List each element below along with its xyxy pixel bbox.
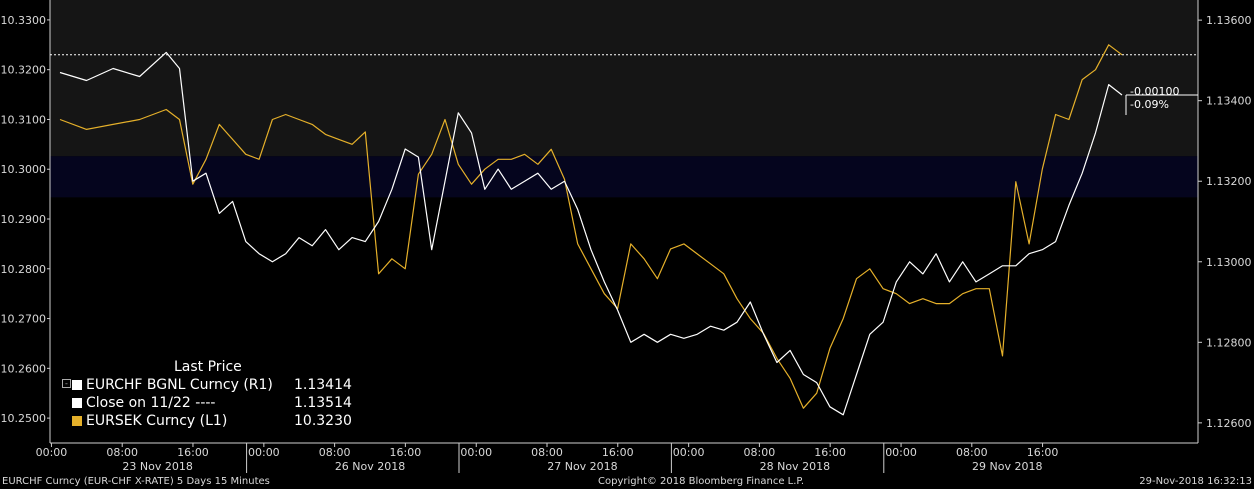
legend-suffix: (L1) bbox=[199, 413, 228, 429]
right-tick-label: 1.12600 bbox=[1206, 417, 1252, 430]
legend-swatch-close bbox=[72, 398, 82, 408]
left-tick-label: 10.3100 bbox=[1, 113, 47, 126]
x-hour-label: 16:00 bbox=[602, 446, 634, 459]
legend-value: 1.13414 bbox=[294, 377, 352, 393]
eurchf-series-line bbox=[59, 51, 1123, 416]
shaded-band bbox=[50, 156, 1198, 198]
x-hour-label: 08:00 bbox=[319, 446, 351, 459]
x-hour-label: 00:00 bbox=[36, 446, 68, 459]
x-day-label: 27 Nov 2018 bbox=[547, 460, 617, 473]
left-tick-label: 10.2500 bbox=[1, 412, 47, 425]
change-pct: -0.09% bbox=[1130, 98, 1169, 111]
legend-value: 1.13514 bbox=[294, 395, 352, 411]
footer-copyright: Copyright© 2018 Bloomberg Finance L.P. bbox=[598, 476, 805, 487]
left-tick-label: 10.2800 bbox=[1, 263, 47, 276]
legend-swatch-eursek bbox=[72, 416, 82, 426]
x-hour-label: 08:00 bbox=[956, 446, 988, 459]
right-tick-label: 1.13000 bbox=[1206, 256, 1252, 269]
x-axis-ticks: 00:00 08:00 16:00 00:00 08:00 16:00 00:00 08:00… bbox=[36, 443, 1059, 473]
x-hour-label: 08:00 bbox=[744, 446, 776, 459]
legend-header: Last Price bbox=[174, 359, 242, 375]
footer-security: EURCHF Curncy (EUR-CHF X-RATE) 5 Days 15… bbox=[2, 476, 270, 487]
x-day-label: 23 Nov 2018 bbox=[122, 460, 192, 473]
left-tick-label: 10.2900 bbox=[1, 213, 47, 226]
series-layer bbox=[50, 44, 1198, 416]
footer-timestamp: 29-Nov-2018 16:32:13 bbox=[1139, 476, 1252, 487]
x-hour-label: 00:00 bbox=[673, 446, 705, 459]
legend-value: 10.3230 bbox=[294, 413, 352, 429]
legend-name: EURSEK Curncy bbox=[86, 413, 196, 429]
left-tick-label: 10.3200 bbox=[1, 64, 47, 77]
change-abs: -0.00100 bbox=[1130, 85, 1180, 98]
footer: EURCHF Curncy (EUR-CHF X-RATE) 5 Days 15… bbox=[0, 475, 1254, 489]
x-hour-label: 00:00 bbox=[460, 446, 492, 459]
x-hour-label: 08:00 bbox=[106, 446, 138, 459]
left-tick-label: 10.2600 bbox=[1, 362, 47, 375]
eursek-series-line bbox=[59, 44, 1123, 409]
x-hour-label: 16:00 bbox=[177, 446, 209, 459]
x-hour-label: 16:00 bbox=[390, 446, 422, 459]
x-day-label: 29 Nov 2018 bbox=[972, 460, 1042, 473]
left-tick-label: 10.2700 bbox=[1, 313, 47, 326]
right-tick-label: 1.13600 bbox=[1206, 14, 1252, 27]
legend-swatch-eurchf bbox=[72, 380, 82, 390]
upper-region-fill bbox=[50, 0, 1198, 157]
left-tick-label: 10.3000 bbox=[1, 163, 47, 176]
x-hour-label: 00:00 bbox=[885, 446, 917, 459]
x-hour-label: 16:00 bbox=[814, 446, 846, 459]
right-axis-ticks: 1.13600 1.13400 1.13200 1.13000 1.12800 1.126… bbox=[1198, 14, 1252, 430]
x-day-label: 28 Nov 2018 bbox=[760, 460, 830, 473]
change-annotation: -0.00100 -0.09% bbox=[1130, 85, 1179, 111]
x-hour-label: 08:00 bbox=[531, 446, 563, 459]
legend-name: EURCHF BGNL Curncy bbox=[86, 377, 239, 393]
x-hour-label: 16:00 bbox=[1027, 446, 1059, 459]
right-tick-label: 1.12800 bbox=[1206, 336, 1252, 349]
legend-name: Close on 11/22 ---- bbox=[86, 395, 216, 411]
axes bbox=[49, 0, 1199, 444]
left-axis-ticks: 10.3300 10.3200 10.3100 10.3000 10.2900 10.28… bbox=[1, 14, 50, 425]
legend-toggle-icon[interactable]: - bbox=[62, 379, 71, 388]
legend-suffix: (R1) bbox=[243, 377, 273, 393]
x-day-label: 26 Nov 2018 bbox=[335, 460, 405, 473]
right-tick-label: 1.13400 bbox=[1206, 95, 1252, 108]
x-hour-label: 00:00 bbox=[248, 446, 280, 459]
right-tick-label: 1.13200 bbox=[1206, 175, 1252, 188]
left-tick-label: 10.3300 bbox=[1, 14, 47, 27]
